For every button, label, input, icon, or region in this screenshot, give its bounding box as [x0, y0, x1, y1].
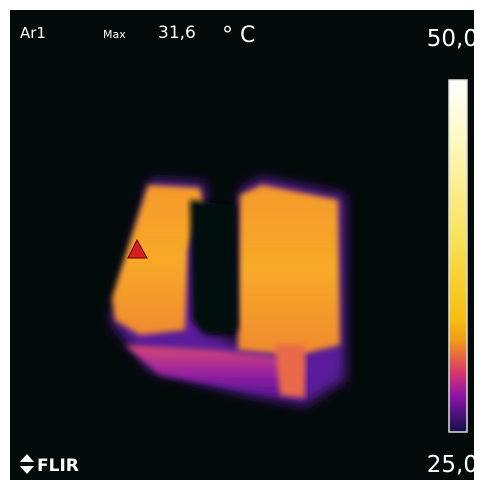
stat-label: Max — [103, 28, 126, 41]
color-scale — [448, 79, 468, 433]
scale-max: 50,0 — [427, 26, 478, 52]
area-label: Ar1 — [20, 24, 46, 42]
logo-text: FLIR — [37, 456, 79, 476]
thermal-object — [110, 178, 345, 405]
scale-min: 25,0 — [427, 452, 478, 478]
temperature-value: 31,6 — [158, 23, 196, 43]
logo: FLIR — [20, 454, 79, 476]
temperature-unit: ° C — [222, 23, 255, 48]
spot-marker — [127, 238, 148, 259]
